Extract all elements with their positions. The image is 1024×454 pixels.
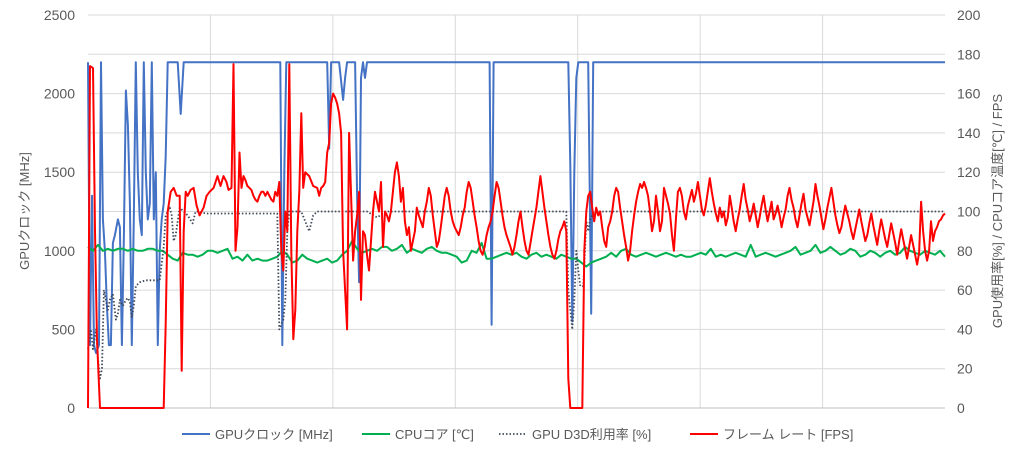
right-axis-ticks: 0 20 40 60 80 100 120 140 160 180 200	[957, 7, 981, 416]
y-axis-left-title: GPUクロック [MHz]	[17, 152, 32, 270]
series-line-1	[87, 240, 946, 268]
series-layer	[87, 61, 946, 409]
legend: GPUクロック [MHz] CPUコア [℃] GPU D3D利用率 [%] フレーム…	[182, 427, 853, 442]
y-tick-left: 2500	[44, 7, 75, 23]
y-tick-right: 80	[957, 243, 973, 259]
y-tick-right: 100	[957, 204, 981, 220]
y-axis-right-title: GPU使用率[%] / CPUコア温度[℃] / FPS	[990, 94, 1005, 329]
y-tick-left: 500	[52, 321, 76, 337]
y-tick-right: 20	[957, 361, 973, 377]
y-tick-right: 160	[957, 86, 981, 102]
y-tick-left: 1500	[44, 164, 75, 180]
legend-label: フレーム レート [FPS]	[723, 427, 853, 442]
y-tick-right: 140	[957, 125, 981, 141]
legend-label: CPUコア [℃]	[395, 427, 474, 442]
left-axis-ticks: 0 500 1000 1500 2000 2500	[44, 7, 75, 416]
y-tick-right: 120	[957, 164, 981, 180]
y-tick-right: 60	[957, 282, 973, 298]
y-tick-right: 180	[957, 46, 981, 62]
legend-label: GPU D3D利用率 [%]	[532, 427, 651, 442]
y-tick-left: 0	[67, 400, 75, 416]
y-tick-left: 2000	[44, 86, 75, 102]
y-tick-right: 40	[957, 321, 973, 337]
y-tick-left: 1000	[44, 243, 75, 259]
series-line-2	[87, 206, 945, 380]
series-line-0	[87, 61, 945, 354]
legend-label: GPUクロック [MHz]	[215, 427, 333, 442]
y-tick-right: 200	[957, 7, 981, 23]
series-line-3	[87, 63, 946, 409]
y-tick-right: 0	[957, 400, 965, 416]
